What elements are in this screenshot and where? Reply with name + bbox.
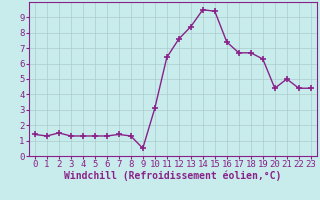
X-axis label: Windchill (Refroidissement éolien,°C): Windchill (Refroidissement éolien,°C) [64, 171, 282, 181]
